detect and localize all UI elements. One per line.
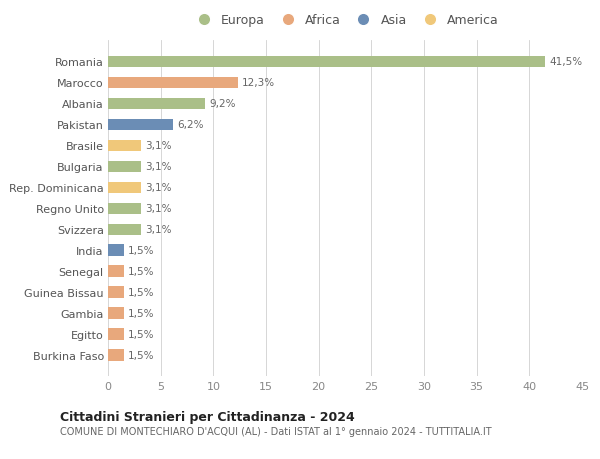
Bar [108,161,140,173]
Bar [108,56,545,68]
Text: 1,5%: 1,5% [128,246,155,256]
Bar [108,224,140,235]
Text: 12,3%: 12,3% [242,78,275,88]
Text: 3,1%: 3,1% [145,141,172,151]
Text: 41,5%: 41,5% [550,57,583,67]
Bar [108,350,124,361]
Bar [108,182,140,194]
Bar [108,266,124,277]
Text: 1,5%: 1,5% [128,267,155,277]
Bar [108,203,140,215]
Text: 3,1%: 3,1% [145,204,172,214]
Bar [108,98,205,110]
Bar [108,140,140,152]
Text: Cittadini Stranieri per Cittadinanza - 2024: Cittadini Stranieri per Cittadinanza - 2… [60,410,355,423]
Text: 9,2%: 9,2% [209,99,236,109]
Bar [108,287,124,298]
Text: 1,5%: 1,5% [128,350,155,360]
Text: 3,1%: 3,1% [145,162,172,172]
Bar [108,245,124,257]
Bar [108,329,124,340]
Text: 6,2%: 6,2% [178,120,204,130]
Text: COMUNE DI MONTECHIARO D'ACQUI (AL) - Dati ISTAT al 1° gennaio 2024 - TUTTITALIA.: COMUNE DI MONTECHIARO D'ACQUI (AL) - Dat… [60,426,491,436]
Text: 1,5%: 1,5% [128,330,155,340]
Text: 3,1%: 3,1% [145,225,172,235]
Bar [108,308,124,319]
Legend: Europa, Africa, Asia, America: Europa, Africa, Asia, America [191,14,499,27]
Text: 1,5%: 1,5% [128,308,155,319]
Bar [108,119,173,131]
Bar [108,78,238,89]
Text: 1,5%: 1,5% [128,288,155,297]
Text: 3,1%: 3,1% [145,183,172,193]
